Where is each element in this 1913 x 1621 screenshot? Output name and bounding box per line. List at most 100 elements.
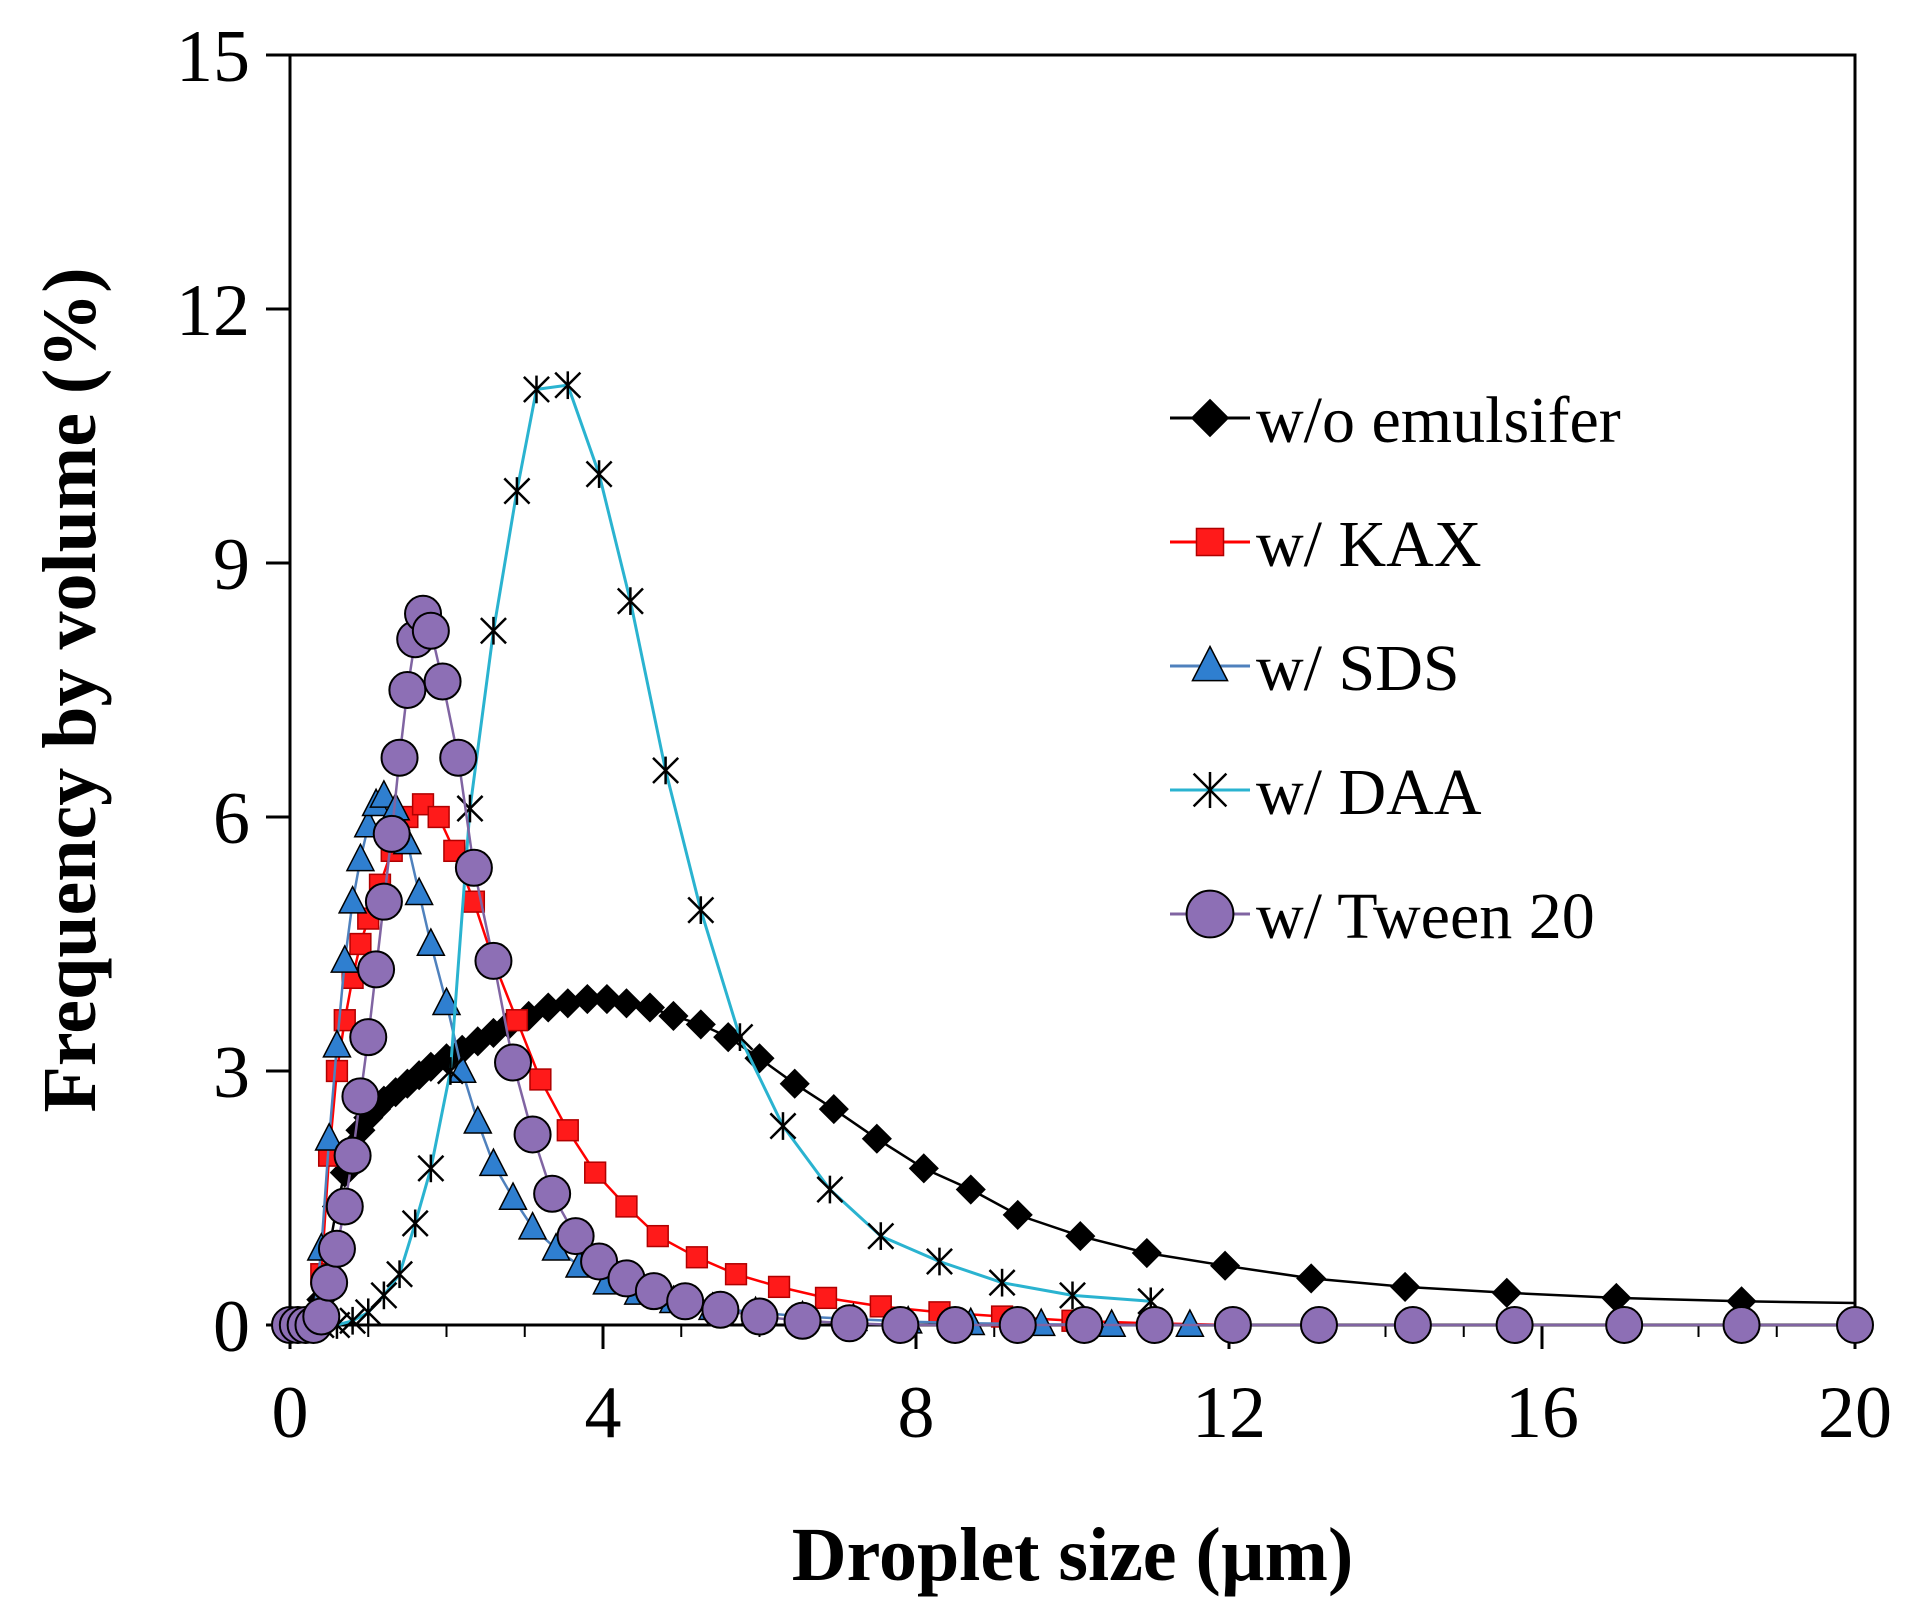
data-point bbox=[767, 1275, 791, 1299]
legend-label: w/ Tween 20 bbox=[1256, 880, 1595, 953]
x-axis-title: Droplet size (µm) bbox=[792, 1513, 1354, 1597]
series-0 bbox=[274, 983, 1856, 1341]
data-point bbox=[314, 1122, 344, 1151]
data-point bbox=[1390, 1271, 1421, 1302]
data-point bbox=[1836, 1306, 1874, 1344]
data-point bbox=[1185, 889, 1235, 939]
data-point bbox=[523, 375, 550, 404]
data-point bbox=[436, 1057, 464, 1085]
data-point bbox=[372, 814, 411, 853]
data-point bbox=[652, 756, 680, 785]
data-point bbox=[1299, 1306, 1338, 1344]
y-tick-label: 0 bbox=[213, 1286, 250, 1368]
data-point bbox=[370, 1281, 398, 1310]
y-tick-label: 3 bbox=[213, 1032, 250, 1114]
data-point bbox=[325, 1059, 349, 1083]
data-point bbox=[417, 1154, 445, 1183]
data-point bbox=[816, 1175, 844, 1204]
legend-item: w/ DAA bbox=[1170, 756, 1482, 829]
data-point bbox=[325, 1187, 364, 1226]
data-point bbox=[310, 1263, 349, 1302]
data-point bbox=[779, 1068, 810, 1099]
data-point bbox=[427, 805, 450, 829]
data-point bbox=[439, 738, 478, 777]
legend-label: w/o emulsifer bbox=[1256, 384, 1621, 457]
data-point bbox=[611, 988, 642, 1019]
data-point bbox=[1210, 1250, 1241, 1281]
data-point bbox=[724, 1263, 748, 1286]
data-point bbox=[998, 1306, 1037, 1344]
data-point bbox=[701, 1290, 740, 1329]
data-point bbox=[474, 941, 513, 980]
data-point bbox=[726, 1023, 754, 1051]
data-point bbox=[955, 1174, 986, 1205]
y-tick-label: 9 bbox=[213, 524, 250, 606]
data-point bbox=[783, 1301, 822, 1340]
data-point bbox=[616, 587, 644, 615]
data-point bbox=[317, 1229, 356, 1268]
data-point bbox=[423, 662, 462, 701]
series-line bbox=[290, 610, 1855, 1327]
legend-label: w/ SDS bbox=[1256, 632, 1460, 705]
x-tick-label: 4 bbox=[585, 1372, 622, 1454]
data-point bbox=[505, 1009, 529, 1032]
data-point bbox=[556, 1217, 595, 1256]
data-point bbox=[330, 944, 360, 973]
data-point bbox=[818, 1094, 849, 1125]
data-point bbox=[580, 1242, 619, 1281]
data-point bbox=[339, 1306, 367, 1335]
data-point bbox=[401, 1209, 429, 1238]
x-tick-label: 8 bbox=[898, 1372, 935, 1454]
data-point bbox=[687, 896, 715, 924]
series-line bbox=[290, 383, 1151, 1327]
data-point bbox=[685, 1009, 716, 1040]
data-point bbox=[585, 460, 613, 488]
legend: w/o emulsifer w/ KAX w/ SDS w/ DAA w/ Tween … bbox=[1170, 384, 1621, 953]
data-point bbox=[479, 616, 507, 645]
data-point bbox=[666, 1282, 705, 1321]
data-point bbox=[1296, 1263, 1327, 1294]
data-point bbox=[388, 671, 427, 709]
data-point bbox=[364, 882, 403, 921]
data-point bbox=[533, 1174, 572, 1213]
data-point bbox=[302, 1297, 341, 1336]
data-point bbox=[503, 477, 531, 505]
data-point bbox=[936, 1306, 975, 1344]
data-point bbox=[556, 1119, 579, 1142]
y-tick-label: 6 bbox=[213, 778, 250, 860]
x-tick-label: 20 bbox=[1818, 1372, 1892, 1454]
data-point bbox=[634, 992, 666, 1023]
data-point bbox=[478, 1147, 509, 1177]
data-point bbox=[1495, 1306, 1534, 1344]
data-point bbox=[867, 1222, 895, 1250]
data-point bbox=[1096, 1308, 1127, 1337]
legend-label: w/ KAX bbox=[1256, 508, 1482, 581]
data-point bbox=[1059, 1281, 1086, 1310]
data-point bbox=[584, 1161, 607, 1184]
data-point bbox=[1393, 1306, 1432, 1344]
x-tick-label: 16 bbox=[1505, 1372, 1579, 1454]
legend-item: w/o emulsifer bbox=[1170, 384, 1621, 457]
data-point bbox=[498, 1181, 528, 1210]
data-point bbox=[769, 1112, 797, 1140]
y-tick-label: 12 bbox=[176, 270, 250, 352]
data-point bbox=[685, 1246, 709, 1269]
data-point bbox=[1135, 1306, 1174, 1344]
data-point bbox=[814, 1286, 838, 1310]
data-point bbox=[369, 779, 399, 808]
data-point bbox=[1722, 1306, 1761, 1344]
legend-item: w/ Tween 20 bbox=[1170, 880, 1595, 953]
data-point bbox=[380, 738, 419, 777]
data-point bbox=[861, 1123, 892, 1154]
data-point bbox=[386, 1260, 414, 1289]
data-point bbox=[517, 1210, 548, 1240]
data-point bbox=[349, 1018, 388, 1057]
data-point bbox=[463, 1105, 493, 1134]
y-tick-label: 15 bbox=[176, 16, 250, 98]
data-point bbox=[646, 1224, 669, 1248]
series-2 bbox=[275, 779, 1205, 1337]
data-point bbox=[322, 1028, 352, 1058]
data-point bbox=[456, 794, 484, 823]
data-point bbox=[454, 848, 493, 887]
